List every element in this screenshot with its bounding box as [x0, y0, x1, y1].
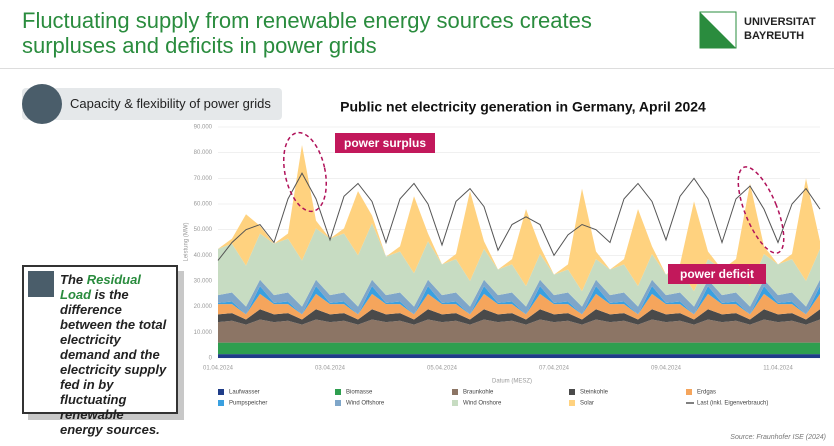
divider [0, 68, 834, 69]
legend-label: Last (inkl. Eigenverbrauch) [697, 401, 768, 407]
info-highlight: Residual Load [60, 272, 141, 302]
x-tick-label: 03.04.2024 [315, 366, 346, 372]
legend-swatch [335, 400, 341, 406]
source: Source: Fraunhofer ISE (2024) [730, 434, 826, 441]
legend-swatch [569, 400, 575, 406]
x-axis-label: Datum (MESZ) [492, 379, 532, 385]
legend-swatch [218, 400, 224, 406]
area [218, 223, 820, 307]
y-tick-label: 40.000 [194, 253, 213, 259]
legend-swatch [335, 389, 341, 395]
x-tick-label: 09.04.2024 [651, 366, 682, 372]
section-label: Capacity & flexibility of power grids [70, 96, 271, 111]
legend-label: Erdgas [697, 390, 716, 396]
legend-label: Braunkohle [463, 390, 494, 396]
annotation: power surplus [344, 136, 426, 150]
x-tick-label: 01.04.2024 [203, 366, 234, 372]
legend-swatch [218, 389, 224, 395]
areas [218, 144, 820, 358]
y-tick-label: 90.000 [194, 125, 213, 131]
area [218, 309, 820, 325]
legend-swatch [569, 389, 575, 395]
legend-label: Wind Offshore [346, 401, 385, 407]
area [218, 279, 820, 315]
chart-title: Public net electricity generation in Ger… [340, 99, 706, 115]
legend-label: Laufwasser [229, 390, 260, 396]
y-tick-label: 60.000 [194, 202, 213, 208]
logo: UNIVERSITAT BAYREUTH [699, 11, 816, 49]
legend-swatch [452, 400, 458, 406]
y-axis-label: Leistung (MW) [184, 222, 190, 261]
highlight-ellipse [282, 131, 328, 213]
area [218, 319, 820, 343]
highlight-ellipse [737, 166, 785, 254]
info-text-part: is the difference between the total elec… [60, 287, 167, 437]
y-tick-label: 50.000 [194, 227, 213, 233]
annotation: power deficit [680, 267, 754, 281]
info-text-part: The [60, 272, 87, 287]
logo-text: BAYREUTH [744, 30, 804, 42]
legend-label: Solar [580, 401, 594, 407]
y-tick-label: 70.000 [194, 176, 213, 182]
slide-title: Fluctuating supply from renewable energy… [22, 8, 592, 58]
section-pill: Capacity & flexibility of power grids [22, 84, 282, 124]
area [218, 293, 820, 320]
x-tick-label: 05.04.2024 [427, 366, 458, 372]
y-tick-label: 0 [209, 356, 213, 362]
legend-label: Biomasse [346, 390, 373, 396]
x-tick-label: 07.04.2024 [539, 366, 570, 372]
info-text: The Residual Load is the difference betw… [60, 272, 168, 437]
area [218, 342, 820, 355]
annotation-box [668, 264, 766, 284]
area [218, 144, 820, 292]
icon [28, 271, 54, 297]
annotation-box [335, 133, 435, 153]
x-tick-label: 11.04.2024 [763, 366, 793, 372]
legend-label: Steinkohle [580, 390, 609, 396]
y-tick-label: 10.000 [194, 330, 213, 336]
legend-swatch [686, 389, 692, 395]
legend-label: Pumpspeicher [229, 401, 267, 407]
logo-text: UNIVERSITAT [744, 16, 816, 28]
area [218, 286, 820, 315]
icon [22, 84, 62, 124]
load-line [217, 172, 821, 261]
legend-label: Wind Onshore [463, 401, 502, 407]
legend-swatch [452, 389, 458, 395]
area [218, 354, 820, 358]
info-box: The Residual Load is the difference betw… [22, 265, 178, 437]
y-tick-label: 80.000 [194, 150, 213, 156]
y-tick-label: 30.000 [194, 279, 213, 285]
y-tick-label: 20.000 [194, 304, 213, 310]
